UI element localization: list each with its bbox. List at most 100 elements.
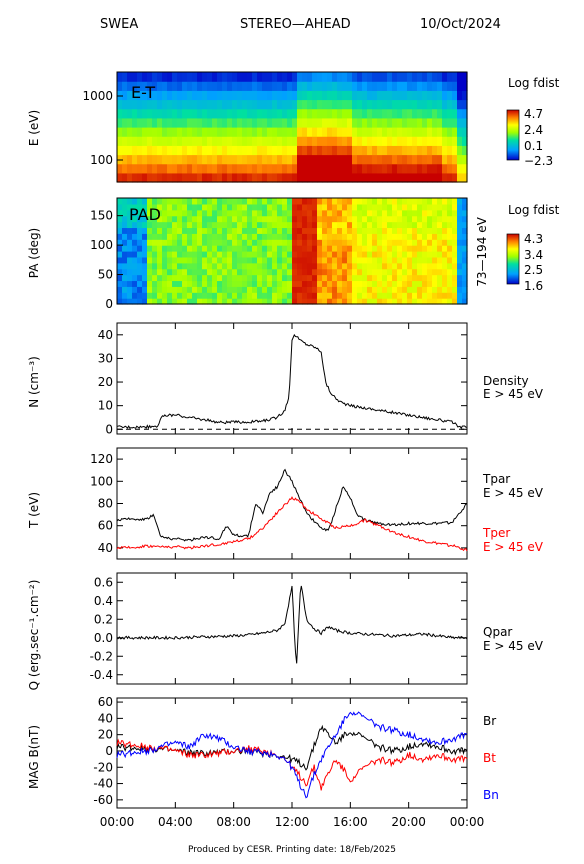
pad-cell	[167, 245, 173, 252]
pad-cell	[452, 268, 458, 276]
pad-cell	[347, 268, 353, 276]
et-cell	[417, 127, 423, 137]
et-cell	[237, 163, 243, 174]
pad-cell	[247, 198, 253, 205]
pad-cell	[322, 280, 328, 287]
pad-cell	[152, 274, 158, 282]
et-cell	[182, 108, 188, 119]
pad-cell	[342, 262, 348, 270]
et-cell	[462, 163, 468, 174]
pad-cell	[122, 245, 128, 252]
pad-cell	[257, 203, 263, 211]
pad-cell	[432, 280, 438, 287]
et-cell	[147, 172, 153, 183]
pad-cell	[347, 298, 353, 305]
pad-cell	[332, 274, 338, 282]
pad-cell	[207, 280, 213, 287]
pad-cell	[422, 221, 428, 229]
et-cell	[257, 117, 263, 128]
pad-cell	[377, 203, 383, 211]
et-cell	[312, 117, 318, 128]
pad-cell	[432, 198, 438, 205]
et-cell	[162, 163, 168, 174]
et-cell	[292, 163, 298, 174]
pad-cell	[197, 203, 203, 211]
pad-cell	[182, 268, 188, 276]
pad-cell	[187, 280, 193, 287]
et-cell	[437, 136, 443, 146]
et-cell	[232, 108, 238, 119]
et-cell	[422, 172, 428, 183]
pad-cell	[427, 292, 433, 299]
et-cell	[392, 163, 398, 174]
pad-cell	[217, 239, 223, 246]
pad-cell	[182, 274, 188, 282]
et-cell	[347, 108, 353, 119]
pad-cell	[217, 215, 223, 223]
et-cell	[292, 172, 298, 183]
et-cell	[222, 163, 228, 174]
et-cell	[172, 90, 178, 101]
pad-cell	[382, 239, 388, 246]
et-cell	[197, 108, 203, 119]
pad-cell	[462, 221, 468, 229]
pad-cell	[282, 274, 288, 282]
et-cell	[317, 90, 323, 101]
pad-cell	[402, 245, 408, 252]
et-cell	[302, 163, 308, 174]
pad-cell	[177, 256, 183, 264]
et-cell	[282, 172, 288, 183]
et-cell	[197, 81, 203, 91]
et-cell	[177, 99, 183, 110]
et-cell	[172, 99, 178, 110]
pad-cell	[357, 262, 363, 270]
pad-cell	[262, 256, 268, 264]
pad-cell	[237, 256, 243, 264]
et-cell	[367, 72, 373, 82]
pad-cell	[192, 215, 198, 223]
et-cell	[267, 90, 273, 101]
et-cell	[182, 81, 188, 91]
et-cell	[312, 127, 318, 137]
et-cell	[387, 163, 393, 174]
pad-cell	[352, 298, 358, 305]
instrument-label: SWEA	[100, 17, 138, 32]
pad-cell	[262, 262, 268, 270]
pad-cell	[172, 239, 178, 246]
pad-cell	[132, 239, 138, 246]
colorbar-pad-tick-2: 3.4	[524, 248, 543, 262]
pad-cell	[267, 256, 273, 264]
et-cell	[432, 127, 438, 137]
et-cell	[182, 163, 188, 174]
pad-cell	[117, 215, 123, 223]
et-cell	[462, 145, 468, 156]
et-cell	[177, 145, 183, 156]
pad-cell	[332, 221, 338, 229]
pad-cell	[157, 215, 163, 223]
pad-cell	[417, 292, 423, 299]
pad-cell	[267, 268, 273, 276]
pad-cell	[282, 256, 288, 264]
et-cell	[177, 136, 183, 146]
et-cell	[147, 127, 153, 137]
pad-cell	[117, 292, 123, 299]
et-cell	[152, 127, 158, 137]
pad-cell	[377, 286, 383, 293]
pad-cell	[182, 198, 188, 205]
et-cell	[362, 172, 368, 183]
et-cell	[322, 172, 328, 183]
pad-cell	[147, 274, 153, 282]
et-cell	[132, 117, 138, 128]
pad-cell	[282, 203, 288, 211]
et-cell	[277, 127, 283, 137]
pad-cell	[267, 215, 273, 223]
et-cell	[432, 90, 438, 101]
pad-cell	[302, 256, 308, 264]
pad-cell	[242, 292, 248, 299]
et-cell	[312, 136, 318, 146]
pad-cell	[137, 262, 143, 270]
pad-cell	[407, 292, 413, 299]
et-cell	[372, 172, 378, 183]
ytick-label: 20	[98, 728, 113, 742]
et-cell	[407, 117, 413, 128]
